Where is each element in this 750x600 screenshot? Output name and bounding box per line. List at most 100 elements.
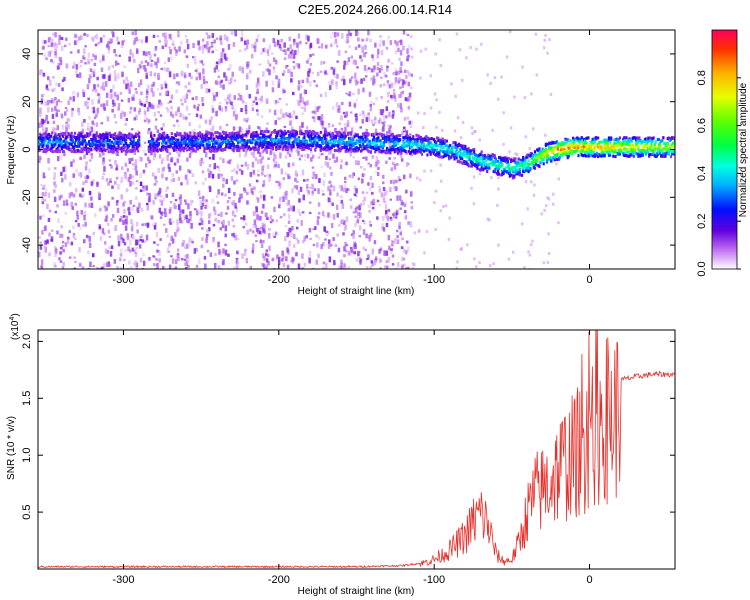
spectrogram-noise-cell xyxy=(410,47,413,51)
spectrogram-ridge-cell xyxy=(373,141,376,145)
spectrogram-noise-cell xyxy=(151,83,154,88)
spectrogram-noise-cell xyxy=(88,203,91,208)
spectrogram-noise-cell xyxy=(62,261,65,267)
spectrogram-noise-cell xyxy=(147,129,150,135)
spectrogram-noise-cell xyxy=(233,180,236,185)
spectrogram-noise-cell xyxy=(384,204,388,210)
spectrogram-noise-cell xyxy=(60,171,63,176)
spectrogram-noise-cell xyxy=(168,152,172,156)
spectrogram-noise-cell xyxy=(140,61,144,64)
spectrogram-noise-cell xyxy=(55,112,58,117)
spectrogram-ridge-cell xyxy=(399,138,402,142)
spectrogram-ridge-cell xyxy=(96,140,99,144)
spectrogram-noise-cell xyxy=(268,176,271,182)
spectrogram-noise-cell xyxy=(313,80,316,83)
spectrogram-ridge-cell xyxy=(370,146,373,150)
spectrogram-noise-cell xyxy=(465,56,468,60)
spectrogram-noise-cell xyxy=(131,235,135,240)
spectrogram-noise-cell xyxy=(232,42,236,47)
spectrogram-ridge-cell xyxy=(218,135,221,139)
spectrogram-noise-cell xyxy=(301,169,305,176)
spectrogram-noise-cell xyxy=(364,75,368,78)
spectrogram-noise-cell xyxy=(69,51,73,54)
spectrogram-noise-cell xyxy=(186,217,189,223)
spectrogram-noise-cell xyxy=(42,94,45,97)
spectrogram-noise-cell xyxy=(391,114,395,119)
spectrogram-ridge-cell xyxy=(281,131,284,135)
spectrogram-noise-cell xyxy=(403,203,407,207)
spectrogram-noise-cell xyxy=(402,30,406,35)
spectrogram-ridge-cell xyxy=(71,145,74,149)
spectrogram-ridge-cell xyxy=(409,137,413,141)
spectrogram-noise-cell xyxy=(274,100,278,105)
spectrogram-noise-cell xyxy=(185,267,188,269)
spectrogram-noise-cell xyxy=(251,191,254,196)
spectrogram-noise-cell xyxy=(120,99,124,102)
spectrogram-ridge-cell xyxy=(114,140,117,143)
spectrogram-noise-cell xyxy=(321,211,325,216)
spectrogram-noise-cell xyxy=(235,263,239,269)
spectrogram-ridge-cell xyxy=(110,145,114,148)
spectrogram-noise-cell xyxy=(336,73,339,79)
spectrogram-ridge-cell xyxy=(148,144,152,148)
spectrogram-ridge-cell xyxy=(189,142,192,146)
spectrogram-ridge-cell xyxy=(212,133,215,137)
spectrogram-noise-cell xyxy=(96,83,100,88)
spectrogram-noise-cell xyxy=(296,100,300,105)
spectrogram-noise-cell xyxy=(93,35,97,39)
spectrogram-ridge-cell xyxy=(48,138,52,142)
spectrogram-noise-cell xyxy=(439,179,443,183)
spectrogram-noise-cell xyxy=(47,217,51,222)
spectrogram-noise-cell xyxy=(191,240,194,244)
spectrogram-ridge-cell xyxy=(59,133,62,137)
spectrogram-noise-cell xyxy=(379,267,382,269)
spectrogram-ridge-cell xyxy=(324,132,327,136)
spectrogram-noise-cell xyxy=(84,165,88,171)
spectrogram-noise-cell xyxy=(126,83,130,88)
spectrogram-noise-cell xyxy=(297,63,301,69)
spectrogram-noise-cell xyxy=(84,176,87,179)
spectrogram-noise-cell xyxy=(199,114,203,119)
spectrogram-noise-cell xyxy=(233,79,237,82)
spectrogram-noise-cell xyxy=(372,80,375,86)
spectrogram-noise-cell xyxy=(305,34,308,40)
spectrogram-noise-cell xyxy=(156,105,159,108)
spectrogram-ridge-cell xyxy=(239,140,242,144)
spectrogram-noise-cell xyxy=(418,178,422,182)
spectrogram-noise-cell xyxy=(274,154,277,159)
spectrogram-noise-cell xyxy=(136,130,140,133)
spectrogram-noise-cell xyxy=(158,39,161,43)
spectrogram-ridge-cell xyxy=(431,149,434,153)
spectrogram-ridge-cell xyxy=(349,143,352,147)
spectrogram-noise-cell xyxy=(389,187,392,193)
spectrogram-noise-cell xyxy=(137,38,140,42)
spectrogram-ridge-cell xyxy=(364,139,367,143)
spectrogram-noise-cell xyxy=(398,178,402,182)
spectrogram-noise-cell xyxy=(168,33,172,39)
spectrogram-noise-cell xyxy=(49,79,52,86)
spectrogram-noise-cell xyxy=(260,115,264,119)
spectrogram-noise-cell xyxy=(183,214,186,219)
spectrogram-noise-cell xyxy=(209,119,213,123)
spectrogram-noise-cell xyxy=(454,94,457,98)
spectrogram-noise-cell xyxy=(100,86,103,90)
spectrogram-noise-cell xyxy=(254,96,258,101)
spectrogram-ridge-cell xyxy=(367,132,370,136)
spectrogram-noise-cell xyxy=(284,236,287,242)
spectrogram-noise-cell xyxy=(97,42,100,45)
spectrogram-ridge-cell xyxy=(283,129,286,133)
spectrogram-noise-cell xyxy=(91,121,94,125)
spectrogram-ridge-cell xyxy=(332,136,335,140)
spectrogram-noise-cell xyxy=(102,263,106,269)
spectrogram-noise-cell xyxy=(406,48,409,55)
spectrogram-ridge-cell xyxy=(303,147,306,151)
spectrogram-ridge-cell xyxy=(454,143,457,146)
spectrogram-ridge-cell xyxy=(319,130,322,134)
spectrogram-noise-cell xyxy=(387,92,391,95)
spectrogram-ridge-cell xyxy=(445,147,448,151)
spectrogram-noise-cell xyxy=(117,183,120,190)
spectrogram-ridge-cell xyxy=(239,146,242,150)
spectrogram-ridge-cell xyxy=(327,144,330,148)
spectrogram-ridge-cell xyxy=(194,149,197,153)
spectrogram-noise-cell xyxy=(306,60,309,64)
